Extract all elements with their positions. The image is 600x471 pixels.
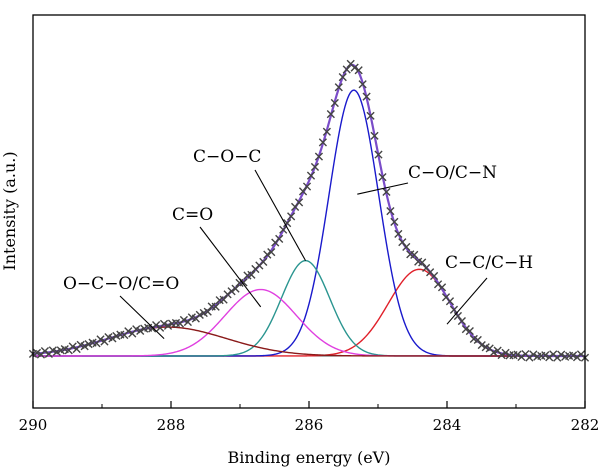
annotation-leader — [199, 226, 262, 308]
annotation-label: C−O/C−N — [408, 163, 497, 183]
x-axis-label: Binding energy (eV) — [228, 448, 391, 467]
raw-point — [302, 182, 312, 191]
raw-point — [330, 98, 339, 108]
raw-point — [283, 219, 292, 228]
raw-point — [366, 111, 375, 120]
raw-point — [279, 225, 288, 234]
raw-point — [354, 66, 363, 75]
raw-point — [418, 258, 427, 267]
raw-point — [449, 305, 459, 314]
raw-point — [219, 295, 228, 304]
raw-point — [239, 278, 248, 287]
raw-point — [326, 110, 335, 119]
raw-point — [477, 340, 486, 350]
annotation-leader — [357, 182, 409, 195]
raw-point — [374, 150, 383, 159]
raw-point — [572, 353, 582, 362]
raw-point — [386, 207, 395, 216]
raw-point — [40, 346, 50, 356]
raw-point — [334, 83, 343, 92]
annotations: O−C−O/C=O C=O C−O−C C−O/C−N C−C/C−H — [63, 147, 533, 340]
raw-point — [68, 342, 77, 351]
raw-point — [195, 310, 204, 319]
raw-point — [267, 248, 276, 257]
raw-point — [227, 287, 236, 296]
raw-point — [159, 319, 169, 328]
raw-point — [318, 138, 327, 147]
raw-point — [382, 187, 391, 197]
raw-point — [410, 250, 419, 259]
raw-point — [390, 217, 399, 226]
component-curve-2 — [33, 89, 585, 357]
raw-point — [513, 350, 522, 359]
raw-point — [306, 171, 316, 180]
raw-point — [314, 152, 324, 161]
raw-point — [378, 172, 387, 182]
raw-point — [497, 350, 506, 360]
raw-point — [259, 257, 268, 266]
x-tick-label: 284 — [433, 416, 462, 434]
annotation-label: O−C−O/C=O — [63, 274, 179, 294]
raw-point — [310, 162, 320, 172]
raw-point — [211, 302, 220, 311]
raw-point — [350, 63, 359, 72]
raw-point — [557, 350, 566, 359]
raw-point — [96, 335, 105, 344]
raw-point — [445, 297, 455, 306]
annotation-leader — [254, 169, 307, 261]
raw-point — [545, 353, 554, 362]
raw-point — [453, 311, 463, 321]
raw-point — [163, 321, 173, 330]
fit-curves — [32, 63, 585, 358]
raw-point — [437, 283, 447, 292]
raw-point — [501, 348, 510, 357]
raw-point — [136, 326, 145, 335]
x-tick-label: 290 — [19, 416, 48, 434]
raw-point — [402, 242, 411, 252]
x-axis-ticks: 290 288 286 284 282 — [19, 401, 600, 434]
raw-point — [203, 307, 212, 316]
raw-point — [247, 270, 256, 279]
raw-point — [179, 315, 189, 325]
raw-point — [473, 335, 482, 345]
raw-point — [342, 65, 351, 74]
raw-point — [80, 342, 89, 351]
raw-point — [568, 351, 578, 360]
raw-point — [124, 327, 133, 336]
x-tick-label: 282 — [571, 416, 600, 434]
annotation-leader — [119, 295, 165, 340]
raw-point — [263, 250, 272, 259]
raw-point — [457, 316, 466, 326]
raw-data-points — [28, 59, 590, 362]
x-tick-label: 288 — [157, 416, 186, 434]
annotation-label: C−C/C−H — [445, 253, 533, 273]
annotation-label: C=O — [172, 205, 213, 225]
raw-point — [152, 321, 161, 330]
annotation-label: C−O−C — [193, 147, 261, 167]
raw-point — [294, 198, 304, 207]
envelope-curve — [32, 63, 585, 358]
raw-point — [429, 271, 439, 281]
raw-point — [231, 284, 240, 293]
x-tick-label: 286 — [295, 416, 324, 434]
raw-point — [362, 92, 371, 101]
component-curve-4 — [33, 288, 585, 357]
raw-point — [322, 127, 331, 136]
raw-point — [370, 131, 379, 140]
raw-point — [541, 351, 550, 360]
raw-point — [529, 350, 538, 359]
y-axis-label: Intensity (a.u.) — [0, 151, 19, 270]
raw-point — [517, 352, 526, 362]
raw-point — [358, 80, 367, 89]
raw-point — [394, 229, 403, 239]
raw-point — [461, 325, 470, 334]
raw-point — [465, 326, 474, 336]
raw-point — [287, 212, 296, 221]
annotation-leader — [446, 277, 488, 325]
raw-point — [108, 334, 117, 343]
raw-point — [338, 73, 347, 82]
raw-point — [275, 234, 284, 244]
